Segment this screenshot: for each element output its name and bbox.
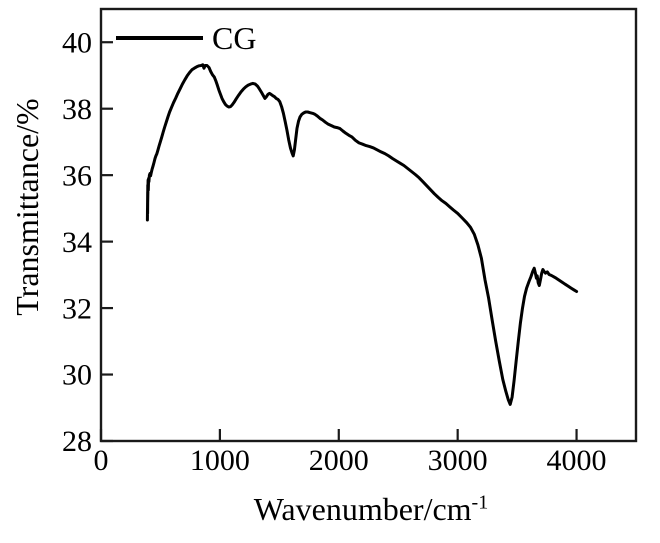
x-tick-label: 4000: [547, 444, 607, 477]
y-tick-label: 38: [62, 93, 92, 126]
legend-label: CG: [212, 20, 257, 56]
x-tick-label: 3000: [428, 444, 488, 477]
y-tick-label: 36: [62, 159, 92, 192]
y-tick-label: 34: [62, 226, 92, 259]
y-tick-label: 32: [62, 292, 92, 325]
x-axis-title: Wavenumber/cm-1: [171, 491, 571, 528]
y-tick-label: 28: [62, 425, 92, 458]
y-tick-label: 40: [62, 26, 92, 59]
legend-line-swatch: [116, 36, 203, 40]
y-axis-title: Transmittance/%: [9, 98, 45, 316]
x-tick-label: 2000: [309, 444, 369, 477]
x-axis-title-base: Wavenumber/cm: [253, 491, 472, 527]
plot-frame: [99, 7, 638, 443]
x-tick-label: 1000: [190, 444, 250, 477]
spectrum-line-CG: [145, 63, 579, 406]
x-tick-label: 0: [94, 444, 109, 477]
legend: CG: [116, 18, 256, 58]
x-axis-title-superscript: -1: [471, 491, 489, 514]
y-tick-label: 30: [62, 359, 92, 392]
